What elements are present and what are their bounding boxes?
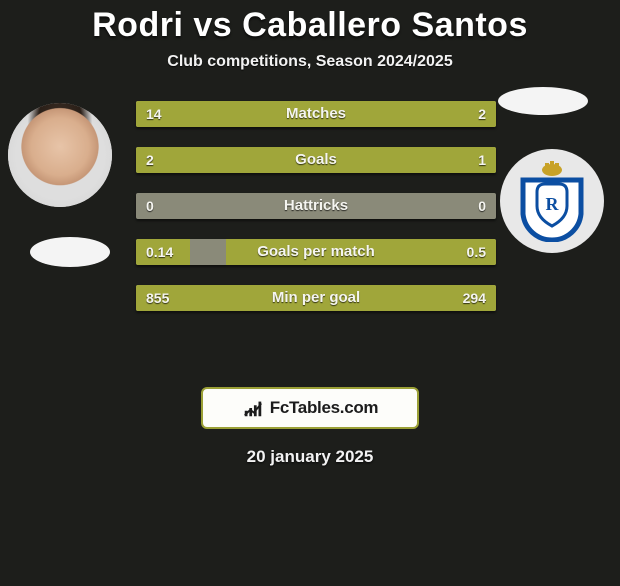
crest-icon: R — [500, 149, 604, 253]
player-left-club-badge — [30, 237, 110, 267]
stat-label: Matches — [136, 101, 496, 127]
stat-row: 00Hattricks — [136, 193, 496, 219]
player-left-avatar — [8, 103, 112, 207]
stat-label: Goals per match — [136, 239, 496, 265]
stat-row: 142Matches — [136, 101, 496, 127]
comparison-arena: R 142Matches 21Goals 00Hattricks 0.140.5Goa… — [0, 93, 620, 383]
face-icon — [8, 103, 112, 207]
player-right-avatar: R — [500, 149, 604, 253]
branding-text: FcTables.com — [270, 398, 379, 418]
stat-row: 21Goals — [136, 147, 496, 173]
snapshot-date: 20 january 2025 — [0, 447, 620, 467]
player-right-club-badge — [498, 87, 588, 115]
stat-label: Goals — [136, 147, 496, 173]
page-title: Rodri vs Caballero Santos — [0, 6, 620, 45]
stat-row: 855294Min per goal — [136, 285, 496, 311]
stat-row: 0.140.5Goals per match — [136, 239, 496, 265]
stat-bars: 142Matches 21Goals 00Hattricks 0.140.5Goals… — [136, 101, 496, 331]
stat-label: Hattricks — [136, 193, 496, 219]
stat-label: Min per goal — [136, 285, 496, 311]
subtitle: Club competitions, Season 2024/2025 — [0, 53, 620, 71]
svg-text:R: R — [546, 194, 560, 214]
bars-icon — [242, 397, 264, 419]
branding-badge[interactable]: FcTables.com — [201, 387, 419, 429]
